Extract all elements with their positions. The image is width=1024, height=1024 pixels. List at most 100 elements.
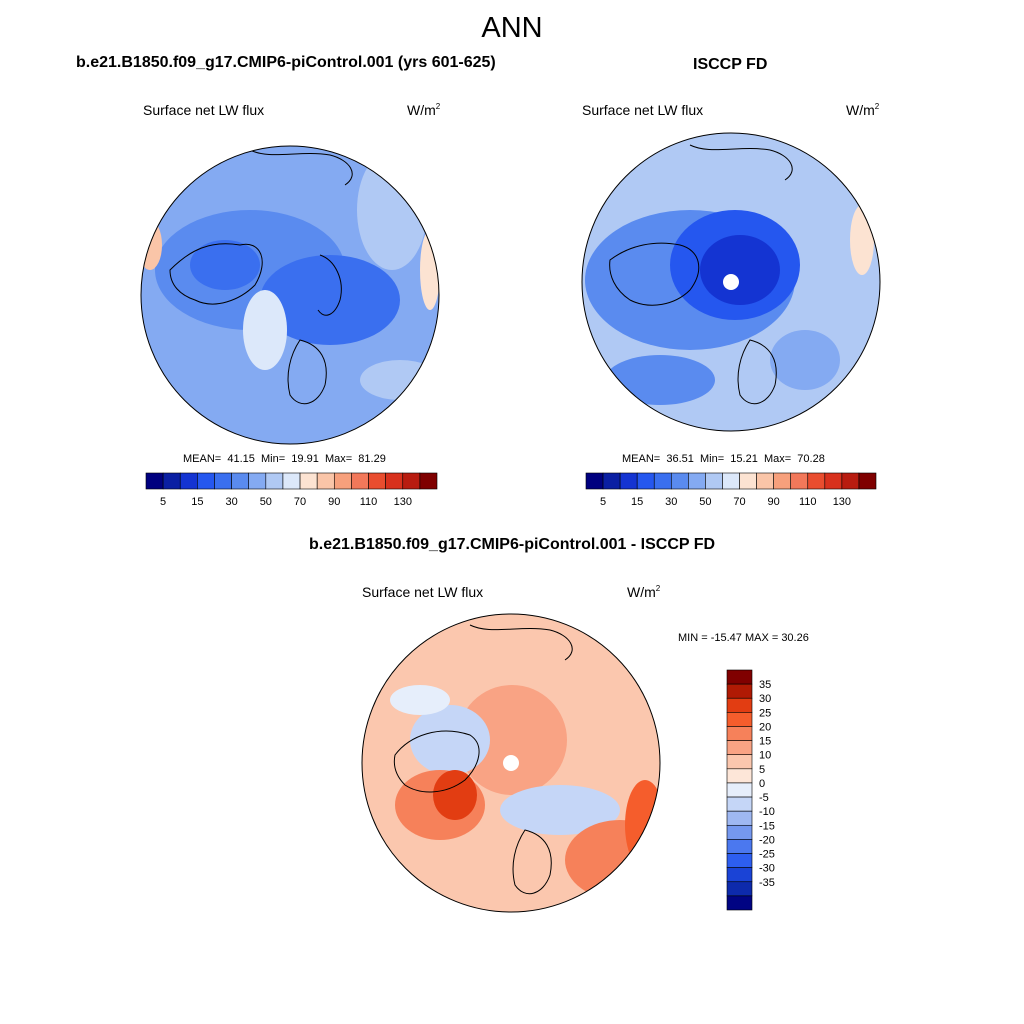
bottom-minmax-stats: MIN = -15.47 MAX = 30.26 — [678, 632, 809, 644]
bottom-map-border — [361, 613, 661, 913]
top-left-colorbar-tick-label: 30 — [225, 496, 237, 508]
top-left-stats: MEAN= 41.15 Min= 19.91 Max= 81.29 — [183, 453, 386, 465]
top-left-colorbar-box — [162, 472, 181, 490]
top-left-colorbar-box — [265, 472, 284, 490]
top-right-colorbar-box — [756, 472, 774, 490]
top-left-colorbar-tick-label: 5 — [160, 496, 166, 508]
top-right-colorbar-box — [790, 472, 809, 490]
bottom-colorbar-tick-label: 20 — [759, 721, 771, 733]
bottom-colorbar-tick-label: -15 — [759, 820, 775, 832]
top-right-colorbar-box — [773, 472, 792, 490]
top-right-colorbar-box — [585, 472, 604, 490]
top-right-colorbar-tick-label: 130 — [833, 496, 851, 508]
top-right-colorbar: 5 15 30 50 70 90 110 130 — [585, 472, 877, 508]
bottom-colorbar-tick-label: -20 — [759, 834, 775, 846]
top-right-colorbar-box — [824, 472, 843, 490]
bottom-colorbar: 35 30 25 20 15 10 5 0 -5 -10 -15 -20 -25 -30 -35 — [726, 669, 775, 911]
bottom-colorbar-tick-label: -10 — [759, 806, 775, 818]
bottom-colorbar-tick-label: 30 — [759, 693, 771, 705]
top-right-case-title: ISCCP FD — [693, 56, 768, 73]
top-right-colorbar-box — [705, 472, 723, 490]
top-left-colorbar-box — [368, 472, 386, 490]
top-left-colorbar-tick-label: 70 — [294, 496, 306, 508]
bottom-colorbar-box — [726, 768, 753, 784]
top-left-colorbar-tick-label: 130 — [394, 496, 412, 508]
bottom-variable-label: Surface net LW flux — [362, 584, 484, 600]
bottom-colorbar-tick-label: 35 — [759, 679, 771, 691]
bottom-colorbar-tick-label: 15 — [759, 736, 771, 748]
top-right-colorbar-box — [619, 472, 638, 490]
top-right-colorbar-box — [688, 472, 706, 490]
bottom-colorbar-tick-label: -25 — [759, 849, 775, 861]
bottom-colorbar-box — [726, 881, 753, 897]
top-left-colorbar-box — [419, 472, 438, 490]
top-right-colorbar-box — [841, 472, 860, 490]
top-right-colorbar-box — [653, 472, 672, 490]
top-right-colorbar-tick-label: 15 — [631, 496, 643, 508]
top-left-colorbar-box — [333, 472, 352, 490]
top-right-colorbar-tick-label: 90 — [768, 496, 780, 508]
top-right-units-label: W/m2 — [846, 102, 880, 118]
top-left-colorbar-box — [316, 472, 335, 490]
top-left-colorbar-box — [299, 472, 318, 490]
top-right-colorbar-box — [636, 472, 655, 490]
top-left-units-label: W/m2 — [407, 102, 441, 118]
top-right-colorbar-tick-label: 5 — [600, 496, 606, 508]
top-left-polar-map — [141, 146, 439, 444]
top-right-colorbar-tick-label: 30 — [665, 496, 677, 508]
top-left-colorbar-box — [385, 472, 404, 490]
top-left-colorbar-box — [282, 472, 301, 490]
top-right-colorbar-tick-label: 110 — [799, 496, 817, 508]
top-right-colorbar-box — [722, 472, 740, 490]
top-right-colorbar-box — [858, 472, 877, 490]
bottom-colorbar-box — [726, 895, 753, 911]
top-left-colorbar: 5 15 30 50 70 90 110 130 — [145, 472, 438, 508]
top-left-case-title: b.e21.B1850.f09_g17.CMIP6-piControl.001 … — [76, 54, 496, 71]
figure-title: ANN — [481, 12, 543, 44]
top-left-colorbar-box — [145, 472, 164, 490]
top-left-colorbar-tick-label: 15 — [191, 496, 203, 508]
bottom-colorbar-tick-label: 25 — [759, 707, 771, 719]
bottom-colorbar-box — [726, 740, 753, 756]
top-right-pole-mask — [723, 274, 739, 290]
bottom-colorbar-tick-label: -30 — [759, 863, 775, 875]
bottom-colorbar-box — [726, 867, 753, 883]
top-left-colorbar-tick-label: 50 — [260, 496, 272, 508]
bottom-colorbar-box — [726, 853, 753, 868]
top-right-colorbar-box — [670, 472, 689, 490]
bottom-units-label: W/m2 — [627, 584, 661, 600]
bottom-colorbar-box — [726, 683, 753, 699]
top-left-colorbar-box — [402, 472, 421, 490]
top-left-colorbar-box — [248, 472, 267, 490]
bottom-colorbar-box — [726, 697, 753, 713]
top-left-variable-label: Surface net LW flux — [143, 102, 265, 118]
top-left-colorbar-box — [179, 472, 198, 490]
top-left-colorbar-box — [351, 472, 369, 490]
bottom-pole-mask — [503, 755, 519, 771]
top-left-colorbar-tick-label: 90 — [328, 496, 340, 508]
top-right-stats: MEAN= 36.51 Min= 15.21 Max= 70.28 — [622, 453, 825, 465]
top-right-colorbar-tick-label: 70 — [733, 496, 745, 508]
bottom-colorbar-box — [726, 824, 753, 840]
top-left-colorbar-box — [231, 472, 250, 490]
bottom-colorbar-box — [726, 796, 753, 812]
bottom-colorbar-tick-label: 5 — [759, 764, 765, 776]
bottom-colorbar-box — [726, 669, 753, 685]
bottom-colorbar-box — [726, 726, 753, 741]
top-right-colorbar-box — [602, 472, 621, 490]
bottom-colorbar-tick-label: -5 — [759, 792, 769, 804]
bottom-colorbar-box — [726, 839, 753, 854]
bottom-colorbar-tick-label: -35 — [759, 877, 775, 889]
bottom-colorbar-tick-label: 10 — [759, 750, 771, 762]
top-left-map-border — [140, 145, 440, 445]
top-left-colorbar-box — [214, 472, 232, 490]
top-right-colorbar-tick-label: 50 — [699, 496, 711, 508]
bottom-colorbar-box — [726, 712, 753, 727]
bottom-colorbar-box — [726, 782, 753, 798]
top-right-variable-label: Surface net LW flux — [582, 102, 704, 118]
top-left-colorbar-tick-label: 110 — [360, 496, 378, 508]
bottom-colorbar-box — [726, 810, 753, 826]
bottom-case-title: b.e21.B1850.f09_g17.CMIP6-piControl.001 … — [308, 536, 716, 553]
top-left-colorbar-box — [197, 472, 215, 490]
